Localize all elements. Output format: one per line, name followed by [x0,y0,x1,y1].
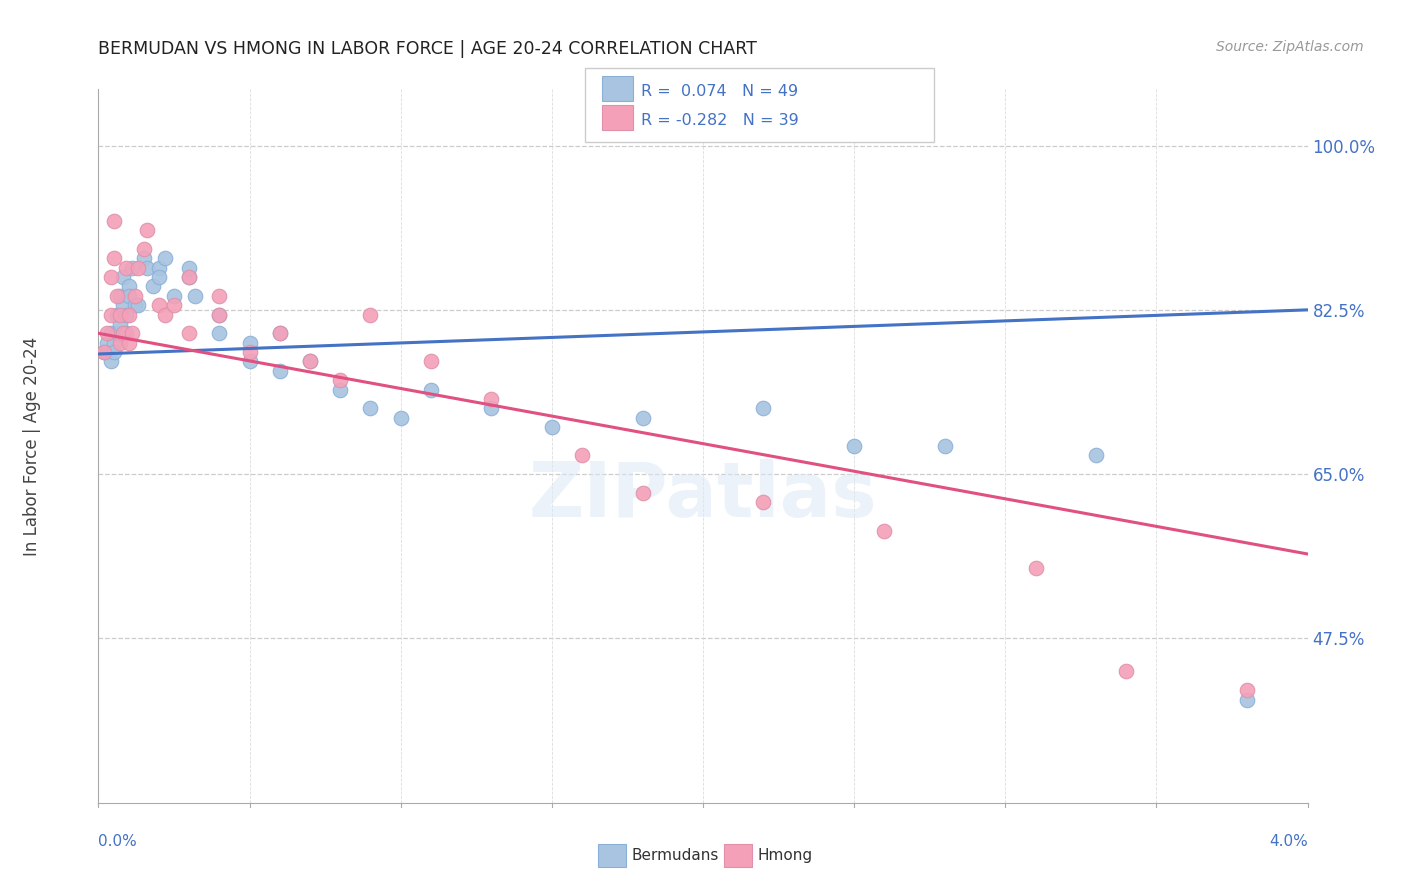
Point [934,439,956,453]
Point [118,308,141,322]
Point [103,251,125,265]
Point [132,242,155,256]
Point [103,345,125,359]
Point [873,524,896,538]
Point [420,383,443,397]
Point [148,260,170,275]
Point [208,326,231,341]
Point [329,373,352,387]
Point [108,317,131,331]
Point [96,326,118,341]
Point [111,270,134,285]
Point [420,354,443,368]
Point [114,326,136,341]
Point [360,308,382,322]
Point [135,223,157,237]
Text: ZIPatlas: ZIPatlas [529,459,877,533]
Point [269,364,291,378]
Text: Bermudans: Bermudans [631,848,718,863]
Point [269,326,291,341]
Text: Source: ZipAtlas.com: Source: ZipAtlas.com [1216,40,1364,54]
Point [179,260,201,275]
Point [179,270,201,285]
Point [389,410,412,425]
Point [111,326,134,341]
Point [118,279,141,293]
Text: R = -0.282   N = 39: R = -0.282 N = 39 [641,113,799,128]
Point [108,335,131,350]
Text: BERMUDAN VS HMONG IN LABOR FORCE | AGE 20-24 CORRELATION CHART: BERMUDAN VS HMONG IN LABOR FORCE | AGE 2… [98,40,758,58]
Point [153,308,176,322]
Point [239,354,262,368]
Point [118,289,141,303]
Point [1236,683,1258,698]
Point [108,289,131,303]
Text: In Labor Force | Age 20-24: In Labor Force | Age 20-24 [22,336,41,556]
Point [208,308,231,322]
Point [481,401,503,416]
Text: 0.0%: 0.0% [98,834,138,849]
Point [100,354,122,368]
Point [105,326,128,341]
Point [114,260,136,275]
Point [142,279,165,293]
Point [631,410,654,425]
Point [100,308,122,322]
Point [752,495,775,509]
Point [541,420,564,434]
Point [179,270,201,285]
Point [93,345,115,359]
Point [208,308,231,322]
Point [93,345,115,359]
Point [100,326,122,341]
Point [299,354,322,368]
Point [121,326,143,341]
Point [127,298,149,312]
Point [111,298,134,312]
Text: 4.0%: 4.0% [1268,834,1308,849]
Point [163,289,186,303]
Point [96,345,118,359]
Point [100,270,122,285]
Point [269,326,291,341]
Text: Hmong: Hmong [758,848,813,863]
Point [103,213,125,227]
Point [103,335,125,350]
Point [148,298,170,312]
Point [163,298,186,312]
Text: R =  0.074   N = 49: R = 0.074 N = 49 [641,84,799,99]
Point [1025,561,1047,575]
Point [752,401,775,416]
Point [184,289,207,303]
Point [1085,449,1108,463]
Point [135,260,157,275]
Point [124,289,146,303]
Point [360,401,382,416]
Point [631,486,654,500]
Point [1115,665,1137,679]
Point [118,335,141,350]
Point [329,383,352,397]
Point [239,335,262,350]
Point [208,289,231,303]
Point [299,354,322,368]
Point [108,308,131,322]
Point [179,326,201,341]
Point [124,298,146,312]
Point [132,251,155,265]
Point [127,260,149,275]
Point [105,289,128,303]
Point [844,439,866,453]
Point [571,449,593,463]
Point [96,335,118,350]
Point [153,251,176,265]
Point [121,260,143,275]
Point [114,308,136,322]
Point [239,345,262,359]
Point [481,392,503,406]
Point [148,270,170,285]
Point [1236,692,1258,706]
Point [105,308,128,322]
